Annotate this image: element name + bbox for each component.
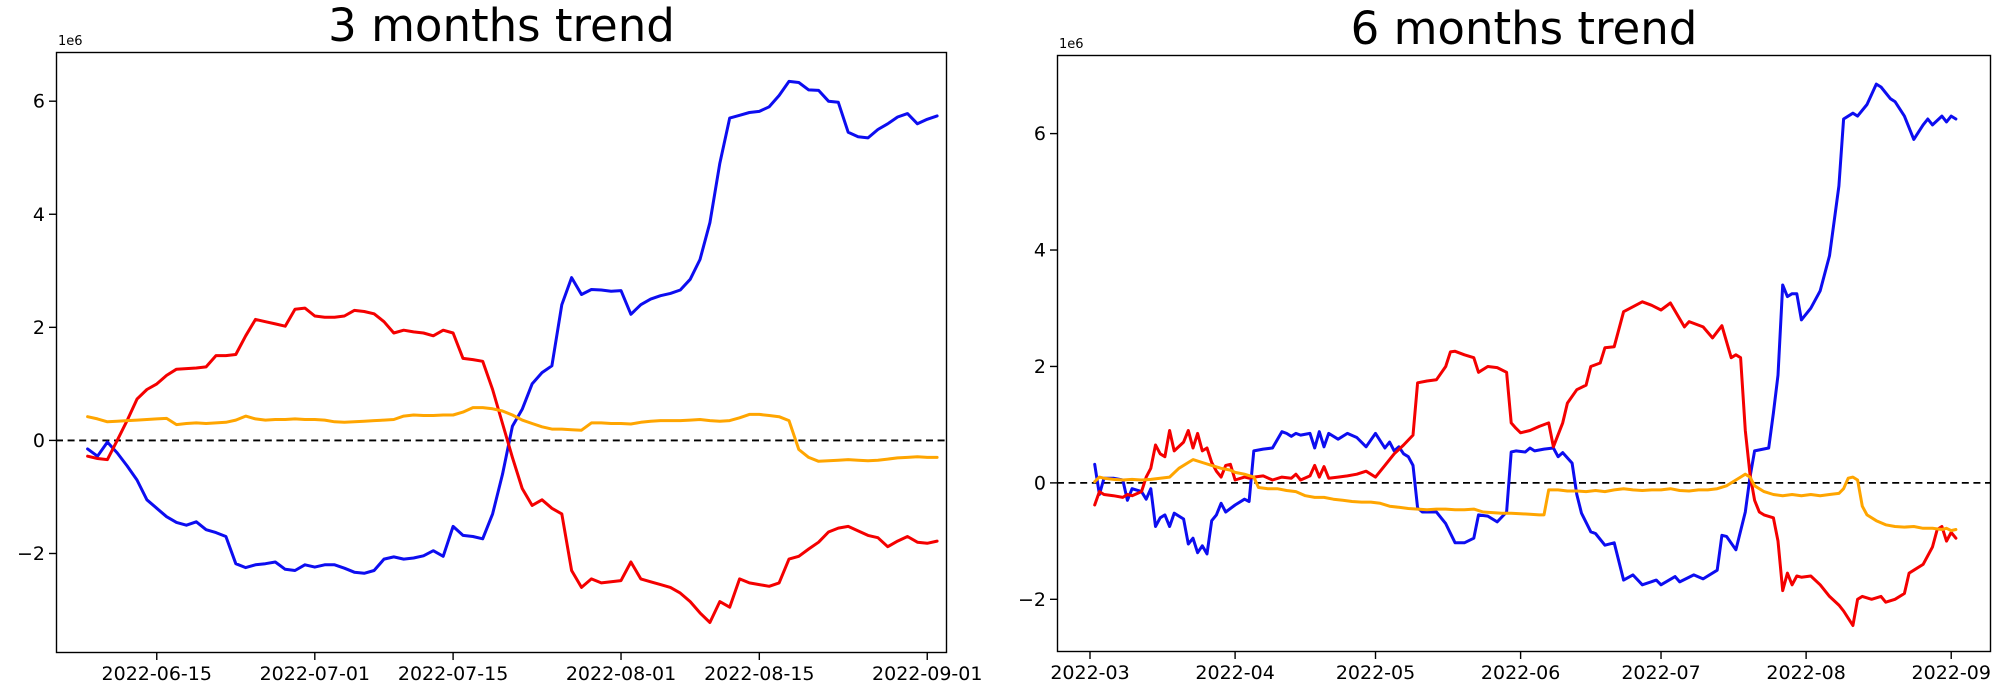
y-tick-label: 2	[1034, 356, 1046, 378]
chart-6-months-trend: 6 months trend 1e6 2022-03 2022-04 2022-05…	[1018, 5, 1992, 684]
x-tick-label: 2022-05	[1336, 662, 1415, 684]
x-tick-label: 2022-04	[1195, 662, 1274, 684]
y-tick-label: 2	[33, 317, 45, 339]
series-line-blue-series	[86, 79, 939, 575]
y-tick-label: 6	[1034, 123, 1046, 145]
y-tick-label: 4	[33, 204, 45, 226]
series-line-orange-series	[1093, 458, 1958, 533]
y-tick-label: 4	[1034, 240, 1046, 262]
x-tick-label: 2022-07-15	[398, 663, 508, 685]
series-line-blue-series	[1093, 82, 1958, 587]
y-tick-label: −2	[1018, 589, 1046, 611]
x-tick-label: 2022-07	[1621, 662, 1700, 684]
x-tick-label: 2022-08	[1766, 662, 1845, 684]
chart-title: 6 months trend	[1350, 2, 1698, 55]
x-tick-label: 2022-03	[1050, 662, 1129, 684]
x-tick-label: 2022-08-01	[566, 663, 676, 685]
series-line-red-series	[1093, 300, 1958, 627]
axes-frame	[1056, 54, 1992, 653]
chart-3-months-trend: 3 months trend 1e6 2022-06-15 2022-07-01 2…	[17, 2, 982, 686]
x-tick-label: 2022-06-15	[102, 663, 212, 685]
series-line-red-series	[86, 306, 939, 624]
plot-area: 2022-03 2022-04 2022-05 2022-06 2022-07 2022-…	[1018, 54, 1992, 684]
x-tick-label: 2022-09	[1912, 662, 1991, 684]
x-tick-label: 2022-07-01	[260, 663, 370, 685]
y-tick-label: −2	[17, 543, 45, 565]
series-line-orange-series	[86, 406, 939, 463]
y-axis-scale-offset-label: 1e6	[58, 34, 83, 49]
x-tick-label: 2022-09-01	[872, 663, 982, 685]
axes-frame	[55, 51, 948, 654]
y-tick-label: 0	[1034, 472, 1046, 494]
y-tick-label: 0	[33, 430, 45, 452]
x-tick-label: 2022-06	[1481, 662, 1560, 684]
chart-title: 3 months trend	[328, 0, 675, 52]
plot-area: 2022-06-15 2022-07-01 2022-07-15 2022-08-01…	[17, 51, 982, 685]
y-axis-scale-offset-label: 1e6	[1059, 37, 1084, 52]
x-tick-label: 2022-08-15	[704, 663, 814, 685]
y-tick-label: 6	[33, 91, 45, 113]
